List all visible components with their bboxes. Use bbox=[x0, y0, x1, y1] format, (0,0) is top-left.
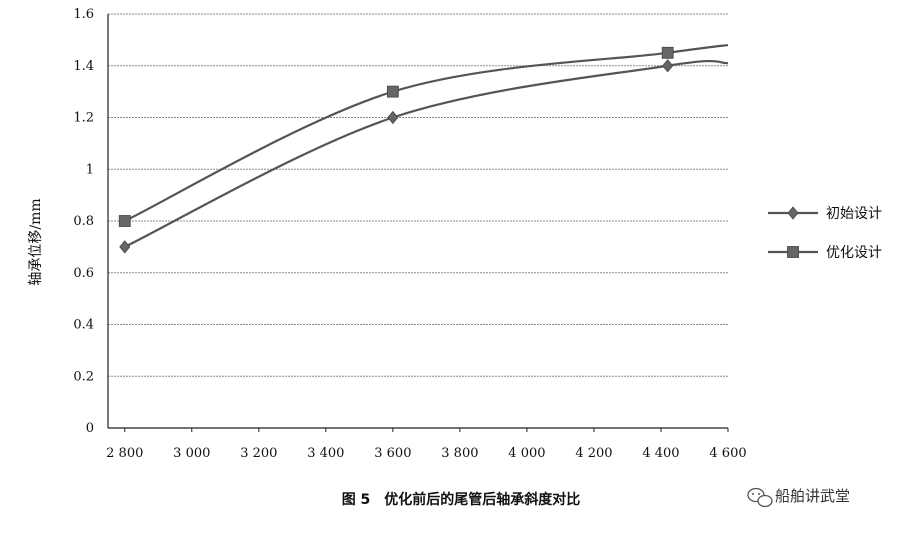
data-point bbox=[119, 240, 131, 254]
legend-marker bbox=[787, 246, 799, 258]
wechat-icon bbox=[747, 487, 773, 508]
watermark: 船舶讲武堂 bbox=[747, 487, 850, 508]
y-tick-label: 1.2 bbox=[73, 111, 94, 126]
series-1 bbox=[119, 59, 729, 254]
y-tick-labels: 0 0.2 0.4 0.6 0.8 1 1.2 1.4 1.6 bbox=[73, 7, 94, 436]
y-tick-label: 0.6 bbox=[73, 266, 94, 281]
series-line bbox=[124, 59, 729, 248]
legend-marker bbox=[787, 206, 799, 220]
watermark-text: 船舶讲武堂 bbox=[775, 487, 850, 505]
x-tick-label: 4 200 bbox=[575, 446, 612, 461]
x-tick-label: 3 800 bbox=[441, 446, 478, 461]
legend-label: 初始设计 bbox=[826, 205, 882, 222]
y-tick-label: 0.8 bbox=[73, 214, 94, 229]
legend-item: 优化设计 bbox=[768, 245, 882, 261]
series-group bbox=[118, 43, 729, 254]
legend-item: 初始设计 bbox=[768, 205, 882, 222]
figure-caption: 图 5 优化前后的尾管后轴承斜度对比 bbox=[342, 491, 581, 508]
x-tick-label: 3 200 bbox=[240, 446, 277, 461]
x-tick-label: 3 400 bbox=[307, 446, 344, 461]
y-tick-label: 1.4 bbox=[73, 59, 94, 74]
x-tick-label: 4 400 bbox=[642, 446, 679, 461]
y-tick-label: 0.2 bbox=[73, 369, 94, 384]
x-tick-label: 4 600 bbox=[709, 446, 746, 461]
x-tick-label: 3 000 bbox=[173, 446, 210, 461]
y-tick-label: 0.4 bbox=[73, 318, 94, 333]
x-tick-label: 3 600 bbox=[374, 446, 411, 461]
y-tick-label: 1 bbox=[86, 162, 94, 177]
data-point bbox=[661, 46, 674, 59]
data-point bbox=[662, 59, 674, 73]
x-tick-labels: 2 800 3 000 3 200 3 400 3 600 3 800 4 000 4 200… bbox=[106, 428, 747, 461]
x-tick-label: 4 000 bbox=[508, 446, 545, 461]
series-2 bbox=[118, 43, 729, 227]
data-point bbox=[386, 85, 399, 98]
data-point bbox=[387, 110, 399, 125]
y-axis-label: 轴承位移/mm bbox=[28, 198, 44, 285]
legend-label: 优化设计 bbox=[826, 245, 882, 261]
y-tick-label: 1.6 bbox=[73, 7, 94, 22]
data-point bbox=[118, 215, 131, 227]
x-tick-label: 2 800 bbox=[106, 446, 143, 461]
axes bbox=[107, 14, 728, 429]
y-tick-label: 0 bbox=[86, 421, 94, 436]
grid-lines bbox=[108, 13, 728, 377]
series-line bbox=[124, 43, 729, 222]
